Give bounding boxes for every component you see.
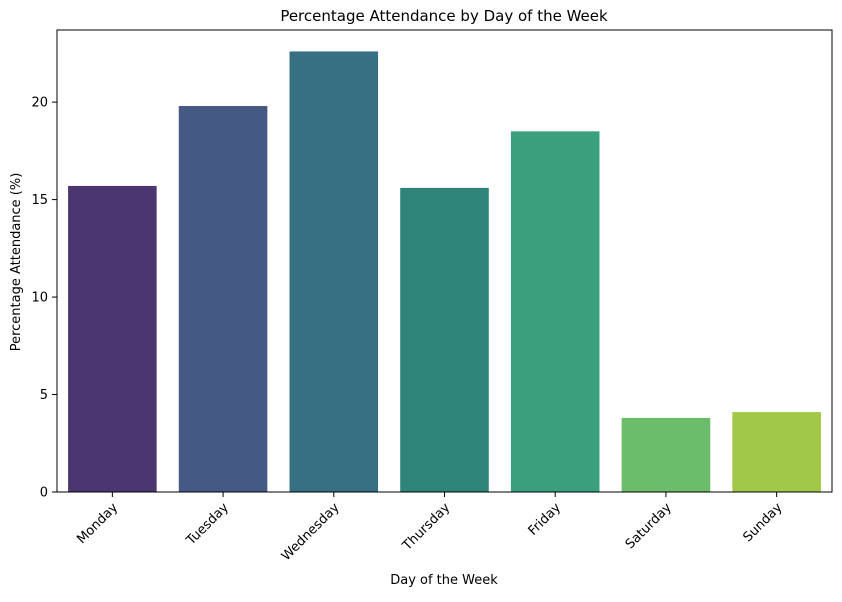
y-tick-label: 5 bbox=[40, 388, 48, 403]
y-tick-label: 10 bbox=[31, 291, 48, 306]
bar-saturday bbox=[621, 417, 711, 492]
x-tick-label: Friday bbox=[526, 500, 565, 539]
x-axis-label: Day of the Week bbox=[390, 573, 498, 588]
bar-sunday bbox=[732, 412, 821, 492]
chart-title: Percentage Attendance by Day of the Week bbox=[280, 7, 608, 25]
y-tick-label: 0 bbox=[40, 486, 48, 501]
bar-monday bbox=[68, 185, 157, 492]
bars-group bbox=[68, 51, 821, 492]
y-tick-label: 20 bbox=[31, 96, 48, 111]
x-tick-label: Thursday bbox=[399, 500, 453, 554]
y-tick-label: 15 bbox=[31, 193, 48, 208]
bar-thursday bbox=[400, 187, 489, 492]
bar-tuesday bbox=[178, 106, 268, 492]
y-axis-label: Percentage Attendance (%) bbox=[9, 173, 24, 352]
x-tick-label: Saturday bbox=[623, 500, 675, 552]
bar-friday bbox=[510, 131, 600, 492]
x-tick-label: Monday bbox=[74, 500, 121, 547]
x-tick-label: Sunday bbox=[740, 500, 785, 545]
x-tick-label: Tuesday bbox=[183, 500, 232, 549]
x-tick-label: Wednesday bbox=[279, 500, 343, 564]
bar-wednesday bbox=[289, 51, 379, 492]
